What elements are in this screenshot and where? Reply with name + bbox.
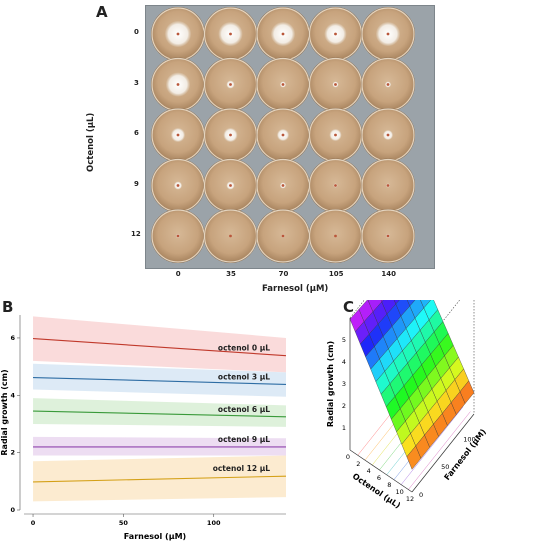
farnesol-column-label: 0 [175,270,181,278]
petri-dish [308,57,363,112]
petri-dish [361,7,415,61]
z-tick-label: 3 [342,380,346,388]
octenol-row-label: 6 [134,129,139,137]
series-line [33,410,287,418]
farnesol-column-label: 105 [328,270,344,278]
x-tick-label: 0 [31,519,36,527]
farnesol-tick-label: 100 [463,435,475,443]
petri-dish-grid [151,7,415,263]
petri-dish [308,108,363,162]
y-tick-label: 2 [10,449,15,457]
petri-dish [361,158,415,213]
z-axis-title: Radial growth (cm) [326,341,335,427]
series-label: octenol 3 µL [218,372,270,381]
y-tick-label: 0 [10,506,15,514]
farnesol-axis [411,413,475,493]
octenol-row-label: 9 [134,179,139,188]
z-tick-label: 5 [342,336,346,344]
octenol-row-label: 0 [134,28,139,36]
x-tick-label: 100 [207,519,221,527]
petri-dish [308,209,363,263]
petri-dish [308,158,363,213]
octenol-tick-label: 0 [346,453,350,461]
octenol-axis [349,449,413,493]
radial-growth-line-chart: octenol 0 µL octenol 3 µL octenol 6 µL octe… [0,315,287,541]
octenol-tick-label: 4 [367,467,371,475]
octenol-tick-label: 8 [387,481,391,489]
octenol-row-label: 3 [134,78,139,87]
petri-dish [308,7,363,61]
panel-c-letter: C [343,298,355,316]
floor-contour [400,406,464,485]
series-label: octenol 12 µL [213,464,271,473]
farnesol-tick-label: 0 [419,491,423,499]
farnesol-column-label: 140 [381,270,397,278]
petri-dish-photo [145,5,435,269]
petri-dish [151,209,205,263]
petri-dish [203,108,258,162]
confidence-band [33,436,286,456]
series-line [33,475,287,483]
octenol-tick-label: 2 [356,460,360,468]
y-tick-label: 4 [10,391,15,399]
petri-dish [203,7,258,61]
octenol-tick-label: 10 [396,488,404,496]
confidence-band [33,455,286,502]
octenol-tick-label: 12 [406,495,414,503]
series-label: octenol 9 µL [218,435,270,444]
series-line [33,376,287,385]
petri-dish [203,57,258,112]
petri-dish [361,57,415,112]
petri-dish [151,108,205,162]
z-tick-label: 1 [342,424,346,432]
x-tick-label: 50 [119,519,129,527]
petri-dish [203,209,258,263]
panel-a-y-title: Octenol (µL) [86,112,96,172]
confidence-band [33,316,286,373]
panel-a-letter: A [96,3,108,21]
series-line [32,337,287,357]
x-axis-title: Farnesol (µM) [124,532,186,541]
confidence-band [33,363,286,397]
panel-a-x-title: Farnesol (µM) [262,284,329,294]
petri-dish [256,57,310,112]
petri-dish [151,158,205,213]
series-label: octenol 0 µL [218,344,270,353]
confidence-band [33,398,286,427]
y-axis-title: Radial growth (cm) [0,369,9,455]
petri-dish [361,209,415,263]
petri-dish [256,108,310,162]
farnesol-column-label: 35 [226,270,236,278]
panel-b-letter: B [2,298,14,316]
z-tick-label: 2 [342,402,346,410]
surface-cell [406,445,422,470]
petri-dish [151,57,205,112]
series-label: octenol 6 µL [218,405,270,414]
petri-dish [256,158,310,213]
octenol-tick-label: 6 [377,474,381,482]
petri-dish [203,158,258,213]
farnesol-tick-label: 50 [441,463,449,471]
petri-dish [256,209,310,263]
floor-contour [408,411,471,490]
farnesol-column-label: 70 [278,270,289,278]
z-tick-label: 4 [342,358,346,366]
octenol-row-label: 12 [131,230,141,238]
y-tick-label: 6 [10,334,15,342]
petri-dish [256,7,310,61]
petri-dish [361,108,415,162]
petri-dish [151,7,205,61]
